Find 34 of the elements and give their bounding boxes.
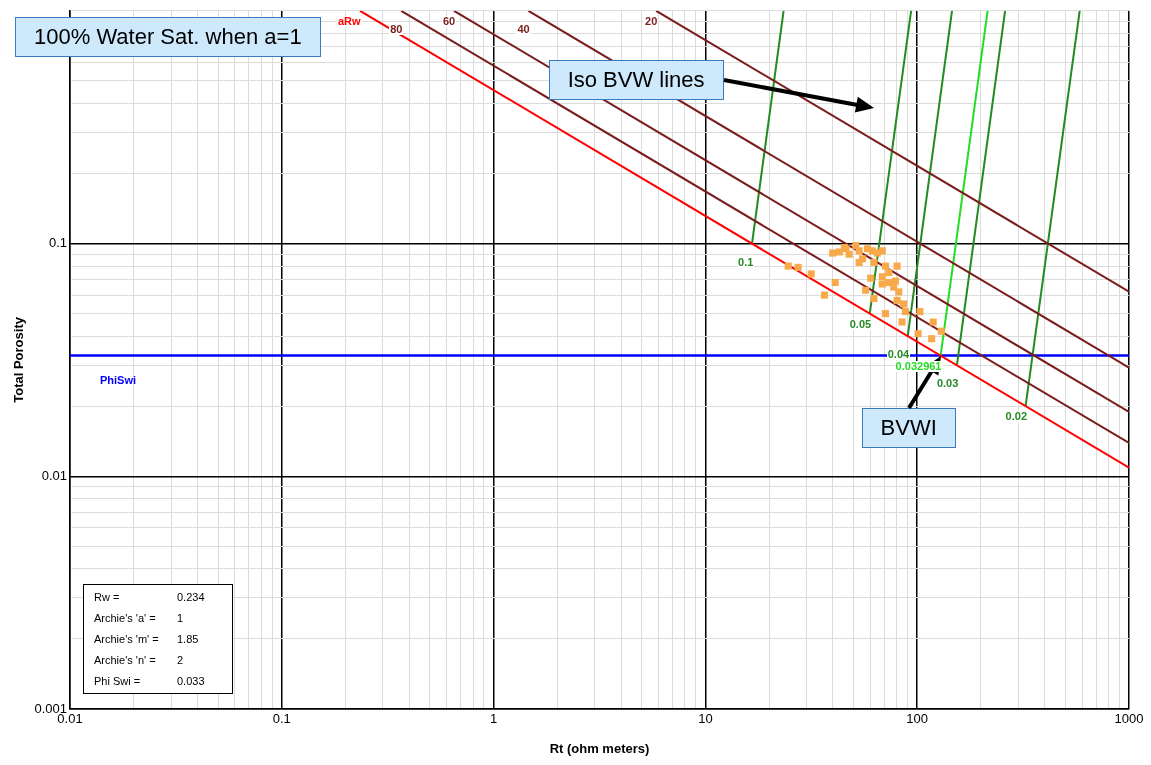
series-label: 40 [516, 22, 531, 35]
annotation: Phi Swi = [94, 675, 142, 687]
annotation: 0.033 [177, 675, 206, 687]
series-label: 0.032961 [894, 359, 943, 372]
x-tick-label: 10 [698, 711, 713, 727]
series-label: aRw [336, 14, 362, 27]
annotation: Archie's 'm' = [94, 633, 160, 645]
x-axis-title: Rt (ohm meters) [549, 740, 650, 756]
annotation: 1 [177, 612, 185, 624]
series-label: 0.04 [886, 348, 911, 361]
y-axis-title: Total Porosity [11, 316, 27, 403]
series-label: 0.1 [737, 255, 755, 268]
x-tick-label: 1000 [1114, 711, 1144, 727]
annotation: 0.234 [177, 591, 206, 603]
annotation: 100% Water Sat. when a=1 [15, 17, 321, 57]
x-tick-label: 100 [906, 711, 929, 727]
annotation: Rw = [94, 591, 121, 603]
series-label: 0.05 [848, 317, 873, 330]
annotation: 2 [177, 654, 185, 666]
annotation: Iso BVW lines [548, 59, 724, 100]
ref-line-label: PhiSwi [100, 374, 137, 387]
y-tick-label: 0.1 [48, 235, 67, 251]
series-label: 0.03 [935, 377, 960, 390]
series-label: 60 [441, 14, 457, 27]
annotation: BVWI [861, 407, 956, 448]
series-label: 80 [389, 22, 404, 35]
series-label: 0.02 [1004, 410, 1029, 423]
series-label: 20 [644, 14, 659, 27]
annotation: Archie's 'n' = [94, 654, 157, 666]
x-tick-label: 0.1 [272, 711, 291, 727]
y-tick-label: 0.01 [41, 467, 67, 483]
x-tick-label: 1 [489, 711, 498, 727]
annotation: 1.85 [177, 633, 200, 645]
annotation: Archie's 'a' = [94, 612, 157, 624]
